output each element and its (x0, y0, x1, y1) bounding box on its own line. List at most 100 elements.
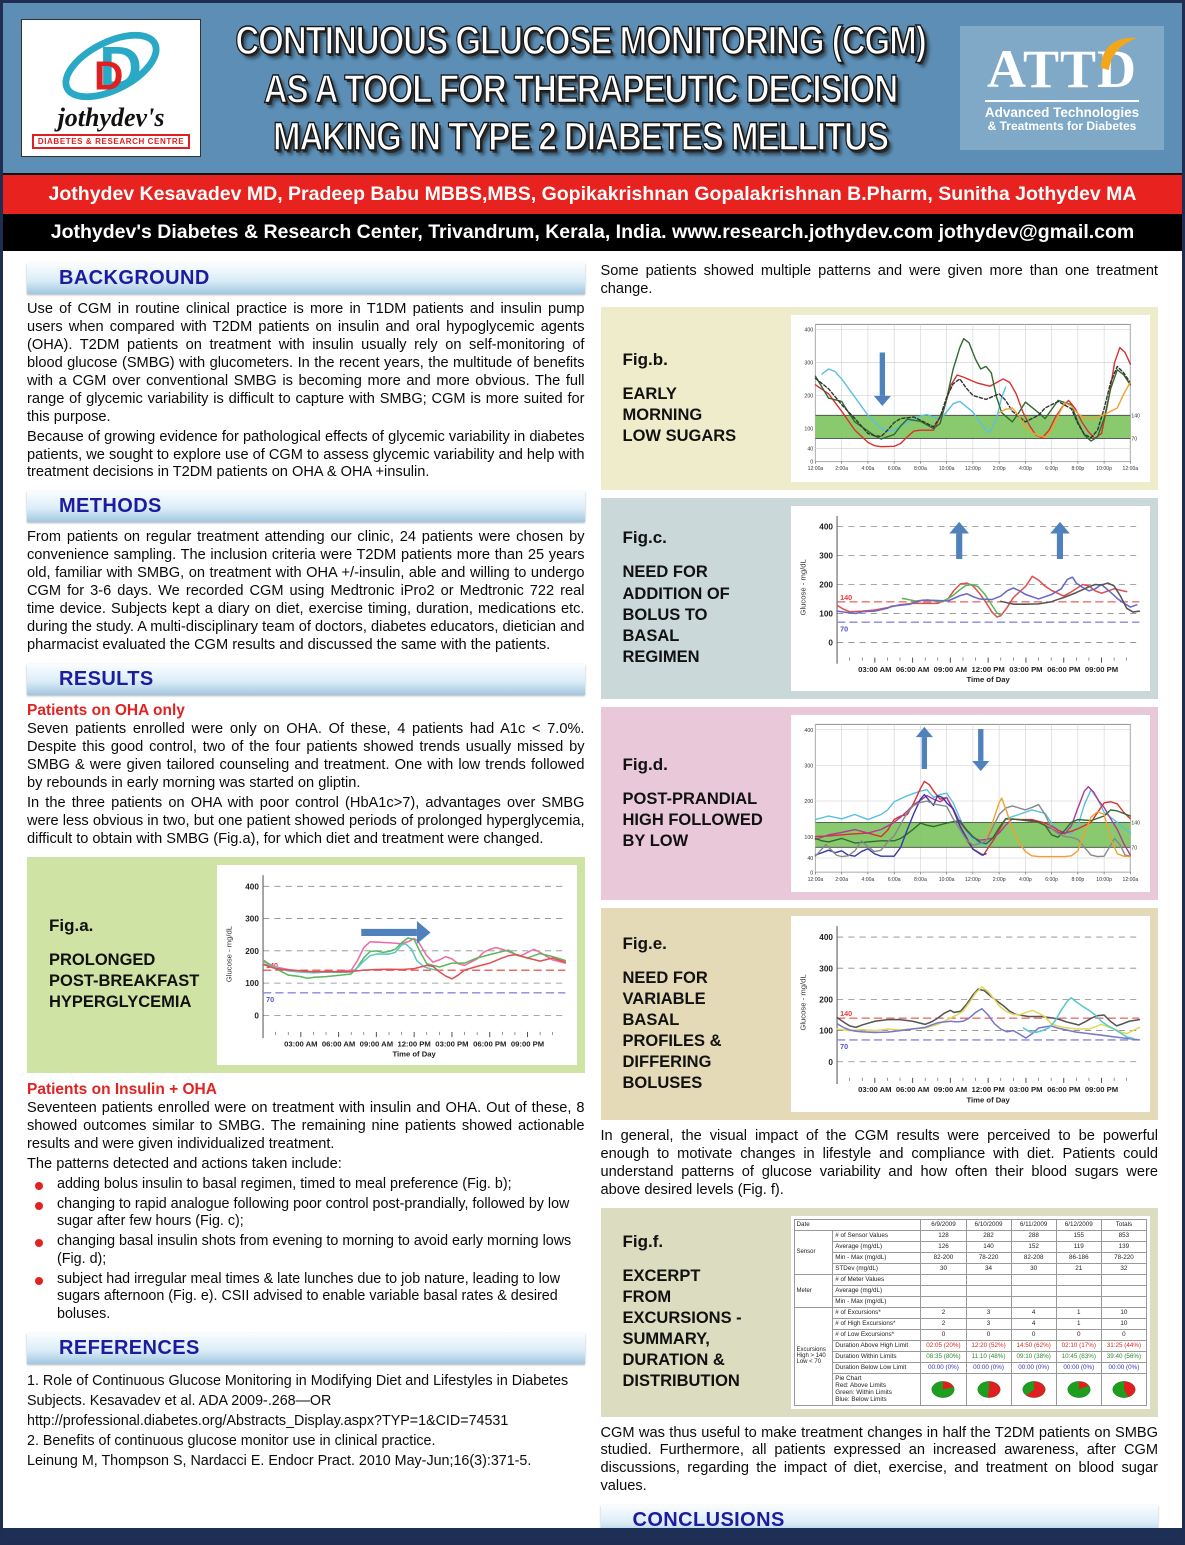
svg-text:4:00p: 4:00p (1018, 466, 1031, 472)
references-heading: REFERENCES (27, 1332, 585, 1364)
svg-text:6:00p: 6:00p (1045, 466, 1058, 472)
right-intro-paragraph: Some patients showed multiple patterns a… (600, 263, 1159, 297)
excursions-summary-table: Date 6/9/2009 6/10/2009 6/11/2009 6/12/2009 T… (793, 1218, 1148, 1406)
svg-text:12:00a: 12:00a (1122, 877, 1138, 883)
figure-a-label: Fig.a. (49, 916, 94, 936)
svg-text:10:00a: 10:00a (938, 877, 954, 883)
svg-text:70: 70 (1131, 436, 1137, 442)
svg-text:4:00p: 4:00p (1018, 877, 1031, 883)
methods-heading: METHODS (27, 491, 585, 523)
attd-swoosh-icon (1101, 37, 1138, 70)
reference-1-url: http://professional.diabetes.org/Abstrac… (27, 1412, 509, 1429)
background-paragraph-1: Use of CGM in routine clinical practice … (27, 301, 585, 425)
title-line-1: CONTINUOUS GLUCOSE MONITORING (CGM) (235, 16, 928, 63)
svg-text:06:00 PM: 06:00 PM (473, 1039, 506, 1048)
svg-text:300: 300 (245, 914, 259, 923)
svg-text:2:00a: 2:00a (835, 877, 848, 883)
svg-text:4:00a: 4:00a (861, 466, 874, 472)
svg-text:Glucose - mg/dL: Glucose - mg/dL (224, 925, 233, 982)
svg-text:2:00p: 2:00p (992, 877, 1005, 883)
svg-text:400: 400 (804, 728, 813, 734)
svg-text:12:00p: 12:00p (965, 877, 981, 883)
poster-body: BACKGROUND Use of CGM in routine clinica… (3, 251, 1182, 1542)
svg-text:200: 200 (245, 946, 259, 955)
svg-text:0: 0 (810, 870, 813, 876)
svg-text:40: 40 (807, 856, 813, 862)
authors-text: Jothydev Kesavadev MD, Pradeep Babu MBBS… (48, 183, 1137, 205)
svg-text:03:00 AM: 03:00 AM (858, 664, 891, 673)
reference-1: 1. Role of Continuous Glucose Monitoring… (27, 1372, 569, 1409)
svg-text:0: 0 (810, 460, 813, 466)
background-paragraph-2: Because of growing evidence for patholog… (27, 428, 585, 481)
svg-text:300: 300 (804, 763, 813, 769)
pie-chart (931, 1380, 955, 1398)
svg-text:8:00a: 8:00a (913, 877, 926, 883)
svg-text:100: 100 (804, 427, 813, 433)
svg-text:70: 70 (266, 996, 274, 1004)
attd-logo: ATTD Advanced Technologies & Treatments … (960, 26, 1164, 150)
footer-strip (3, 1528, 1182, 1542)
figure-e-chart: 0 100 200 300 400 140 70 03:00 AM 06:00 AM 09:00 … (790, 916, 1150, 1112)
title-line-3: MAKING IN TYPE 2 DIABETES MELLITUS (272, 113, 889, 160)
svg-text:8:00a: 8:00a (913, 466, 926, 472)
svg-text:6:00a: 6:00a (887, 877, 900, 883)
svg-text:Glucose - mg/dL: Glucose - mg/dL (798, 558, 807, 615)
svg-text:200: 200 (804, 799, 813, 805)
poster-title: CONTINUOUS GLUCOSE MONITORING (CGM) AS A… (213, 16, 948, 161)
svg-text:03:00 PM: 03:00 PM (1009, 664, 1042, 673)
svg-text:06:00 PM: 06:00 PM (1047, 664, 1080, 673)
svg-text:70: 70 (1131, 845, 1137, 851)
svg-text:12:00 PM: 12:00 PM (971, 1085, 1004, 1094)
svg-text:6:00a: 6:00a (887, 466, 900, 472)
svg-text:12:00a: 12:00a (1122, 466, 1138, 472)
svg-text:Time of Day: Time of Day (966, 675, 1010, 684)
svg-text:06:00 AM: 06:00 AM (322, 1039, 355, 1048)
attd-subtitle-2: & Treatments for Diabetes (987, 119, 1137, 134)
svg-text:140: 140 (840, 1010, 852, 1018)
svg-text:100: 100 (819, 609, 833, 618)
figure-d-caption: POST-PRANDIAL HIGH FOLLOWED BY LOW (622, 789, 763, 851)
pie-chart (1112, 1380, 1136, 1398)
after-fig-f-paragraph: CGM was thus useful to make treatment ch… (600, 1424, 1159, 1495)
svg-text:09:00 AM: 09:00 AM (360, 1039, 393, 1048)
svg-text:09:00 PM: 09:00 PM (511, 1039, 544, 1048)
figure-f-caption: EXCERPT FROM EXCURSIONS - SUMMARY, DURAT… (622, 1266, 742, 1391)
figure-c-label: Fig.c. (622, 528, 667, 548)
after-fig-e-paragraph: In general, the visual impact of the CGM… (600, 1127, 1159, 1198)
svg-text:8:00p: 8:00p (1071, 466, 1084, 472)
figure-a-chart: 0 100 200 300 400 140 70 03:00 AM 06:00 AM 09:00 … (217, 864, 577, 1066)
jothydev-logo-mark-icon: D D (62, 31, 160, 101)
title-line-2: AS A TOOL FOR THERAPEUTIC DECISION (263, 64, 899, 111)
list-item: changing to rapid analogue following poo… (27, 1196, 585, 1231)
references-text: 1. Role of Continuous Glucose Monitoring… (27, 1371, 585, 1471)
figure-b-chart: 0 40 100 200 300 400 140 70 12:00a 2:00a 4:00a 6:00… (790, 314, 1150, 482)
reference-2-detail: Leinung M, Thompson S, Nardacci E. Endoc… (27, 1452, 532, 1469)
svg-text:100: 100 (245, 979, 259, 988)
figure-c-panel: Fig.c. NEED FOR ADDITION OF BOLUS TO BAS… (600, 497, 1158, 699)
figure-a-caption: PROLONGED POST-BREAKFAST HYPERGLYCEMIA (49, 951, 200, 1012)
svg-text:12:00p: 12:00p (965, 466, 981, 472)
svg-text:300: 300 (819, 965, 833, 974)
jothydev-logo-subtitle: DIABETES & RESEARCH CENTRE (31, 134, 191, 149)
svg-text:70: 70 (840, 1043, 848, 1051)
jothydev-logo: D D jothydev's DIABETES & RESEARCH CENTR… (21, 19, 201, 157)
svg-text:0: 0 (254, 1011, 259, 1020)
pie-chart (1022, 1380, 1046, 1398)
svg-text:12:00a: 12:00a (807, 466, 823, 472)
svg-text:200: 200 (819, 996, 833, 1005)
list-item: changing basal insulin shots from evenin… (27, 1233, 585, 1268)
svg-text:12:00a: 12:00a (807, 877, 823, 883)
svg-text:09:00 PM: 09:00 PM (1084, 1085, 1117, 1094)
svg-text:8:00p: 8:00p (1071, 877, 1084, 883)
background-heading: BACKGROUND (27, 263, 585, 294)
svg-text:70: 70 (840, 625, 848, 633)
svg-text:2:00a: 2:00a (835, 466, 848, 472)
list-item: subject had irregular meal times & late … (27, 1271, 585, 1324)
svg-text:300: 300 (804, 360, 813, 366)
attd-subtitle-1: Advanced Technologies (984, 104, 1140, 120)
insulin-paragraph: Seventeen patients enrolled were on trea… (27, 1100, 585, 1153)
list-item: adding bolus insulin to basal regimen, t… (27, 1176, 585, 1194)
svg-text:03:00 AM: 03:00 AM (858, 1085, 891, 1094)
figure-e-panel: Fig.e. NEED FOR VARIABLE BASAL PROFILES … (600, 908, 1158, 1120)
svg-text:12:00 PM: 12:00 PM (971, 664, 1004, 673)
